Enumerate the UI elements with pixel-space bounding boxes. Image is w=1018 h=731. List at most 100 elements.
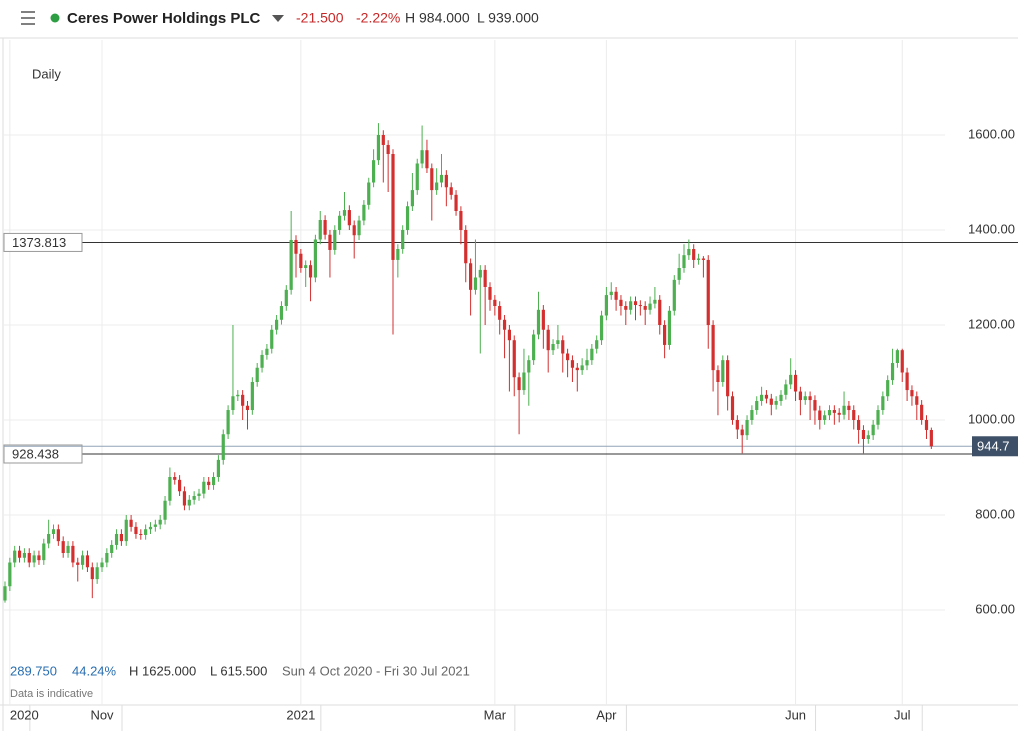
candle-body (629, 301, 633, 310)
candle-body (876, 410, 880, 425)
candle-body (211, 477, 216, 486)
candle-body (818, 410, 822, 420)
candle-body (430, 168, 434, 191)
candle-body (808, 396, 812, 401)
candle-body (178, 479, 182, 492)
candle-body (599, 315, 604, 341)
candle-body (255, 367, 259, 382)
x-tick-label: 2020 (10, 707, 39, 722)
candle-body (279, 306, 284, 320)
candle-body (328, 234, 332, 250)
candle-body (803, 396, 807, 401)
candle-body (929, 429, 933, 447)
candle-body (517, 377, 521, 391)
candle-body (609, 291, 613, 296)
candle-body (624, 306, 628, 310)
instrument-name[interactable]: Ceres Power Holdings PLC (67, 10, 261, 27)
candle-body (299, 253, 303, 268)
candle-body (755, 401, 759, 411)
candle-body (22, 553, 26, 558)
candle-body (658, 299, 662, 325)
line-label-box (3, 444, 83, 464)
candle-body (861, 429, 866, 439)
candle-body (842, 405, 846, 415)
x-tick-label: Apr (596, 707, 617, 722)
candle-body (789, 374, 793, 385)
candle-body (192, 496, 196, 500)
candle-body (575, 367, 579, 371)
candle-body (294, 239, 298, 254)
candle-body (444, 174, 448, 188)
candle-body (386, 144, 390, 154)
x-tick-label: Jun (785, 707, 806, 722)
candle-body (900, 350, 904, 373)
candle-body (381, 135, 385, 145)
candle-body (129, 519, 133, 527)
candle-body (478, 269, 482, 278)
candle-body (81, 555, 85, 565)
candle-body (716, 370, 720, 382)
candle-body (677, 268, 681, 280)
candle-body (333, 230, 337, 250)
line-label: 1373.813 (12, 235, 66, 250)
candle-body (76, 562, 80, 565)
candle-body (51, 529, 56, 534)
candle-body (483, 269, 487, 287)
candle-body (231, 396, 235, 411)
candle-body (357, 220, 361, 236)
candle-body (207, 481, 211, 486)
candle-body (425, 150, 429, 169)
period-label: Daily (32, 66, 61, 81)
candle-body (532, 334, 536, 361)
candle-body (924, 420, 929, 430)
menu-icon[interactable] (21, 11, 35, 25)
candle-body (871, 424, 875, 436)
candle-body (284, 289, 288, 306)
candle-body (202, 481, 206, 494)
candle-body (488, 287, 492, 300)
candle-body (672, 279, 676, 311)
candle-body (760, 394, 764, 401)
candle-body (342, 210, 347, 216)
status-dot (50, 13, 60, 23)
candle-body (66, 545, 70, 553)
candle-body (415, 163, 419, 191)
candle-body (711, 325, 715, 371)
range-low: L 615.500 (210, 663, 267, 678)
candle-body (405, 206, 410, 230)
candle-body (653, 299, 657, 304)
day-high: H 984.000 (405, 10, 470, 26)
candle-body (774, 401, 778, 405)
candle-body (740, 429, 744, 436)
last-price-box (972, 436, 1018, 457)
candle-body (832, 410, 836, 413)
disclaimer: Data is indicative (10, 688, 93, 700)
candle-body (100, 562, 104, 568)
dropdown-arrow[interactable] (272, 15, 284, 22)
candle-body (784, 384, 788, 395)
candle-body (512, 340, 516, 378)
candle-body (47, 534, 51, 544)
y-tick-label: 1400.00 (968, 221, 1015, 236)
candle-body (158, 519, 162, 525)
candle-body (706, 259, 710, 325)
candle-body (3, 586, 7, 601)
candle-body (459, 211, 463, 230)
candle-body (464, 230, 468, 264)
candle-body (153, 524, 157, 527)
candle-body (735, 420, 739, 430)
candle-body (745, 420, 749, 436)
candle-body (173, 477, 177, 480)
line-label-box (3, 232, 83, 252)
candle-body (226, 410, 230, 435)
candle-body (585, 360, 589, 366)
x-tick-label: 2021 (286, 707, 315, 722)
candle-body (347, 210, 351, 226)
candle-body (95, 567, 99, 580)
candle-body (168, 477, 172, 501)
candle-body (410, 190, 414, 207)
candle-body (619, 299, 623, 306)
candle-body (187, 499, 191, 506)
candle-body (556, 340, 560, 344)
candle-body (114, 534, 119, 545)
